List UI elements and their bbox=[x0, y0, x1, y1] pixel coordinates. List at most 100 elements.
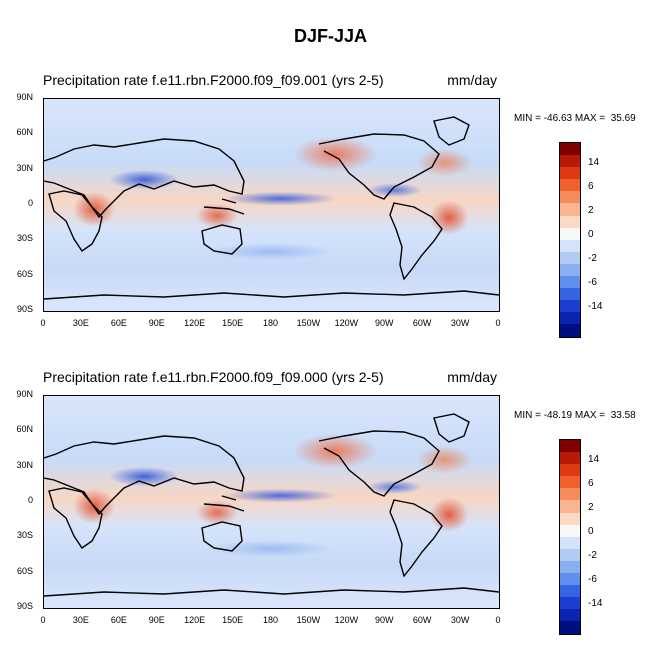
colorbar-swatch bbox=[560, 227, 580, 240]
colorbar-swatch bbox=[560, 476, 580, 489]
colorbar-label: -6 bbox=[588, 277, 597, 288]
colorbar-swatch bbox=[560, 179, 580, 192]
latitude-tick-label: 60N bbox=[16, 127, 33, 138]
map-panel-1: Precipitation rate f.e11.rbn.F2000.f09_f… bbox=[0, 0, 661, 338]
longitude-tick-label: 30W bbox=[450, 318, 470, 328]
longitude-tick-label: 150E bbox=[222, 615, 244, 625]
colorbar-label: -14 bbox=[588, 301, 603, 312]
colorbar-swatch bbox=[560, 143, 580, 156]
latitude-tick-label: 0 bbox=[27, 198, 33, 208]
longitude-tick-label: 120W bbox=[334, 615, 359, 625]
latitude-tick-label: 60N bbox=[16, 424, 33, 435]
latitude-tick-label: 30N bbox=[16, 459, 33, 470]
latitude-tick-label: 90S bbox=[16, 601, 33, 611]
map-panel-2: Precipitation rate f.e11.rbn.F2000.f09_f… bbox=[0, 297, 661, 635]
longitude-tick-label: 120W bbox=[334, 318, 359, 328]
longitude-tick-label: 90E bbox=[148, 318, 165, 328]
precip-difference-map bbox=[43, 98, 500, 312]
longitude-tick-label: 90E bbox=[148, 615, 165, 625]
colorbar-swatch bbox=[560, 288, 580, 301]
colorbar-swatch bbox=[560, 300, 580, 313]
colorbar-swatch bbox=[560, 312, 580, 325]
colorbar-swatch bbox=[560, 324, 580, 337]
colorbar-label: 14 bbox=[588, 454, 600, 465]
units-label: mm/day bbox=[447, 72, 497, 88]
colorbar-swatch bbox=[560, 585, 580, 598]
colorbar-label: -14 bbox=[588, 598, 603, 609]
units-label: mm/day bbox=[447, 369, 497, 385]
colorbar-swatch bbox=[560, 203, 580, 216]
colorbar-swatch bbox=[560, 500, 580, 513]
longitude-tick-label: 90W bbox=[374, 318, 394, 328]
min-max-label: MIN = -48.19 MAX = 33.58 bbox=[514, 410, 636, 421]
longitude-tick-label: 60W bbox=[412, 318, 432, 328]
colorbar-swatch bbox=[560, 155, 580, 168]
colorbar-label: 6 bbox=[588, 478, 594, 489]
colorbar-label: -2 bbox=[588, 253, 597, 264]
colorbar-swatch bbox=[560, 524, 580, 537]
latitude-tick-label: 90S bbox=[16, 304, 33, 314]
colorbar-label: -2 bbox=[588, 550, 597, 561]
longitude-tick-label: 30W bbox=[450, 615, 470, 625]
panel-title: Precipitation rate f.e11.rbn.F2000.f09_f… bbox=[43, 369, 384, 385]
colorbar-swatch bbox=[560, 536, 580, 549]
longitude-tick-label: 60W bbox=[412, 615, 432, 625]
colorbar-swatch bbox=[560, 609, 580, 622]
coastlines bbox=[44, 116, 499, 300]
colorbar-label: -6 bbox=[588, 574, 597, 585]
latitude-tick-label: 90N bbox=[16, 389, 33, 399]
colorbar-swatch bbox=[560, 621, 580, 634]
colorbar-label: 0 bbox=[588, 526, 594, 537]
colorbar-swatch bbox=[560, 239, 580, 252]
coastlines bbox=[44, 413, 499, 597]
longitude-tick-label: 120E bbox=[184, 615, 206, 625]
precip-difference-map bbox=[43, 395, 500, 609]
longitude-tick-label: 180 bbox=[262, 615, 279, 625]
longitude-tick-label: 90W bbox=[374, 615, 394, 625]
longitude-tick-label: 150W bbox=[296, 615, 321, 625]
longitude-tick-label: 180 bbox=[262, 318, 279, 328]
longitude-tick-label: 30E bbox=[72, 318, 89, 328]
colorbar-label: 6 bbox=[588, 181, 594, 192]
min-max-label: MIN = -46.63 MAX = 35.69 bbox=[514, 113, 636, 124]
colorbar-swatch bbox=[560, 464, 580, 477]
longitude-tick-label: 150E bbox=[222, 318, 244, 328]
longitude-tick-label: 0 bbox=[495, 318, 501, 328]
colorbar-swatch bbox=[560, 251, 580, 264]
latitude-tick-label: 30N bbox=[16, 162, 33, 173]
colorbar-swatch bbox=[560, 488, 580, 501]
longitude-tick-label: 0 bbox=[40, 318, 46, 328]
colorbar-swatch bbox=[560, 191, 580, 204]
colorbar-label: 2 bbox=[588, 205, 594, 216]
colorbar-swatch bbox=[560, 263, 580, 277]
latitude-tick-label: 30S bbox=[16, 530, 33, 541]
latitude-tick-label: 0 bbox=[27, 495, 33, 505]
latitude-tick-label: 60S bbox=[16, 565, 33, 576]
colorbar-swatch bbox=[560, 167, 580, 180]
colorbar-swatch bbox=[560, 573, 580, 586]
latitude-tick-label: 30S bbox=[16, 233, 33, 244]
colorbar-swatch bbox=[560, 452, 580, 465]
latitude-tick-label: 90N bbox=[16, 92, 33, 102]
longitude-tick-label: 150W bbox=[296, 318, 321, 328]
colorbar-swatch bbox=[560, 440, 580, 453]
colorbar-label: 0 bbox=[588, 229, 594, 240]
longitude-tick-label: 60E bbox=[110, 615, 127, 625]
colorbar-swatch bbox=[560, 597, 580, 610]
colorbar bbox=[559, 142, 581, 338]
panel-title: Precipitation rate f.e11.rbn.F2000.f09_f… bbox=[43, 72, 384, 88]
colorbar-swatch bbox=[560, 276, 580, 289]
longitude-tick-label: 60E bbox=[110, 318, 127, 328]
colorbar-swatch bbox=[560, 548, 580, 561]
colorbar-swatch bbox=[560, 512, 580, 525]
colorbar-swatch bbox=[560, 560, 580, 574]
longitude-tick-label: 120E bbox=[184, 318, 206, 328]
latitude-tick-label: 60S bbox=[16, 268, 33, 279]
longitude-tick-label: 30E bbox=[72, 615, 89, 625]
longitude-tick-label: 0 bbox=[40, 615, 46, 625]
colorbar-label: 2 bbox=[588, 502, 594, 513]
colorbar-label: 14 bbox=[588, 157, 600, 168]
colorbar-swatch bbox=[560, 215, 580, 228]
figure-title: DJF-JJA bbox=[293, 26, 368, 46]
colorbar bbox=[559, 439, 581, 635]
